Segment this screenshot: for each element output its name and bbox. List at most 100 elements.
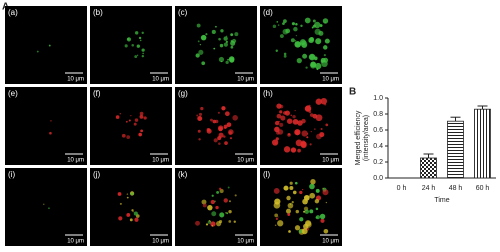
cell-signal xyxy=(294,129,301,136)
cell-signal xyxy=(292,190,297,195)
cell-signal xyxy=(277,216,279,218)
y-tick-label: 0.0 xyxy=(373,175,383,182)
cell-signal xyxy=(48,44,51,47)
cell-signal xyxy=(206,128,212,134)
cell-signal xyxy=(228,200,231,203)
cell-signal xyxy=(285,28,291,34)
cell-signal xyxy=(301,228,308,235)
image-label: (f) xyxy=(93,89,101,98)
cell-signal xyxy=(282,22,285,25)
y-axis-label: (intensity/area) xyxy=(363,115,370,161)
cell-signal xyxy=(130,114,132,117)
cell-signal xyxy=(319,132,325,138)
cell-signal xyxy=(48,207,50,210)
cell-signal xyxy=(124,44,128,48)
cell-signal xyxy=(230,33,234,37)
cell-signal xyxy=(309,209,314,214)
cell-signal xyxy=(130,192,134,196)
cell-signal xyxy=(219,188,224,194)
cell-signal xyxy=(220,29,224,33)
cell-signal xyxy=(295,34,297,37)
cell-signal xyxy=(308,104,311,107)
cell-signal xyxy=(195,53,200,58)
cell-signal xyxy=(322,189,329,196)
cell-signal xyxy=(234,32,239,37)
cell-signal xyxy=(285,208,291,214)
cell-signal xyxy=(276,21,279,23)
cell-signal xyxy=(210,221,216,227)
cell-signal xyxy=(117,192,122,196)
x-tick-label: 0 h xyxy=(397,185,407,192)
cell-signal xyxy=(118,216,123,221)
cell-signal xyxy=(215,25,217,28)
cell-signal xyxy=(228,129,234,135)
cell-signal xyxy=(223,124,228,129)
cell-signal xyxy=(127,37,130,41)
y-tick-label: 0.2 xyxy=(373,159,383,166)
cell-signal xyxy=(219,212,225,218)
cell-signal xyxy=(315,62,322,70)
cell-signal xyxy=(119,202,122,205)
cell-signal xyxy=(214,200,216,202)
cell-signal xyxy=(309,143,312,146)
scale-label: 10 μm xyxy=(67,239,84,245)
cell-signal xyxy=(277,220,284,227)
cell-signal xyxy=(273,188,280,194)
cell-signal xyxy=(198,49,204,55)
cell-signal xyxy=(291,22,295,26)
y-tick-label: 0.4 xyxy=(373,143,383,150)
micrograph xyxy=(5,168,87,246)
cell-signal xyxy=(229,137,233,140)
cell-signal xyxy=(299,39,306,46)
scale-label: 10 μm xyxy=(237,239,254,245)
cell-signal xyxy=(142,52,144,55)
micrograph xyxy=(5,6,87,84)
cell-signal xyxy=(43,203,45,205)
image-label: (c) xyxy=(178,8,188,17)
x-tick-label: 48 h xyxy=(449,185,463,192)
cell-signal xyxy=(226,122,232,128)
cell-signal xyxy=(325,201,328,204)
cell-signal xyxy=(273,201,281,209)
cell-signal xyxy=(36,50,39,53)
cell-signal xyxy=(316,68,319,71)
cell-signal xyxy=(314,128,316,130)
cell-signal xyxy=(274,213,279,218)
cell-signal xyxy=(302,198,308,205)
cell-signal xyxy=(283,54,287,58)
cell-signal xyxy=(136,44,141,48)
micrograph xyxy=(260,87,342,165)
cell-signal xyxy=(304,17,311,24)
cell-signal xyxy=(141,31,144,35)
cell-signal xyxy=(219,127,223,131)
cell-signal xyxy=(298,229,303,234)
cell-signal xyxy=(311,26,314,29)
cell-signal xyxy=(289,181,293,185)
cell-signal xyxy=(201,199,207,205)
cell-signal xyxy=(141,54,145,58)
cell-signal xyxy=(275,217,279,220)
scale-label: 10 μm xyxy=(322,239,339,245)
cell-signal xyxy=(319,213,326,220)
cell-signal xyxy=(230,45,234,49)
cell-signal xyxy=(279,122,284,127)
cell-signal xyxy=(221,106,226,111)
cell-signal xyxy=(287,202,294,209)
cell-signal xyxy=(223,36,228,41)
cell-signal xyxy=(211,225,214,227)
cell-signal xyxy=(197,129,201,133)
cell-signal xyxy=(279,110,283,114)
micrograph xyxy=(175,87,257,165)
cell-signal xyxy=(121,133,126,138)
cell-signal xyxy=(315,207,319,211)
cell-signal xyxy=(290,147,297,153)
scale-label: 10 μm xyxy=(67,77,84,83)
cell-signal xyxy=(286,195,291,201)
cell-signal xyxy=(232,115,238,121)
cell-signal xyxy=(200,34,207,41)
cell-signal xyxy=(287,213,291,216)
micrograph xyxy=(175,6,257,84)
cell-signal xyxy=(315,216,318,219)
cell-signal xyxy=(292,114,296,119)
micrograph xyxy=(5,87,87,165)
